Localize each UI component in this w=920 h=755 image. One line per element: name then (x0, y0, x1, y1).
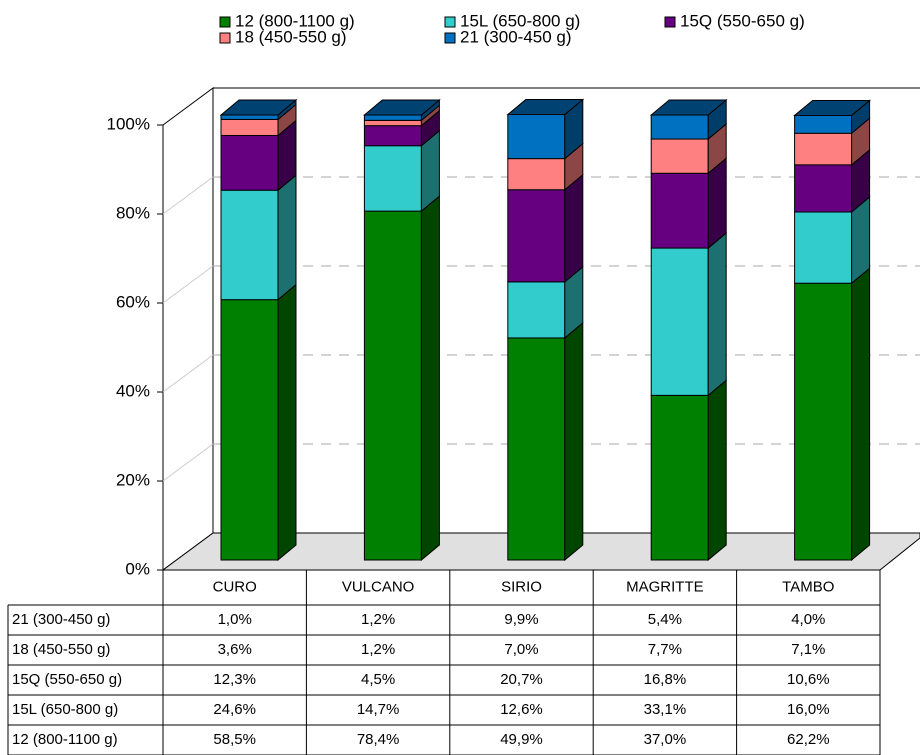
x-tick-label: CURO (213, 578, 257, 595)
legend-label: 15Q (550-650 g) (680, 11, 805, 30)
bar-segment (507, 337, 566, 561)
bar-segment (220, 134, 279, 191)
table-cell: 7,7% (648, 641, 682, 658)
table-cell: 12,6% (500, 701, 543, 718)
bar-segment (507, 189, 566, 283)
bar-side (564, 173, 584, 283)
y-tick-label: 20% (116, 470, 150, 489)
bar-side (707, 157, 727, 250)
table-cell: 58,5% (213, 731, 256, 748)
bar-segment (507, 158, 566, 191)
table-cell: 33,1% (644, 701, 687, 718)
bar-segment (794, 211, 853, 284)
table-cell: 4,0% (791, 611, 825, 628)
table-row-label: 15Q (550-650 g) (12, 671, 122, 688)
legend-swatch (444, 16, 456, 28)
bar-segment (220, 299, 279, 561)
y-tick-label: 80% (116, 203, 150, 222)
table-cell: 3,6% (218, 641, 252, 658)
table-cell: 78,4% (357, 731, 400, 748)
bar-side (564, 321, 584, 562)
table-cell: 9,9% (504, 611, 538, 628)
bar-top (793, 99, 871, 116)
table-cell: 7,0% (504, 641, 538, 658)
bar-segment (220, 189, 279, 301)
legend-swatch (444, 32, 456, 44)
bar-segment (363, 125, 422, 147)
bar-top (649, 99, 728, 116)
side-wall (162, 87, 214, 571)
x-tick-label: MAGRITTE (626, 578, 704, 595)
table-cell: 12,3% (213, 671, 256, 688)
table-cell: 7,1% (791, 641, 825, 658)
table-cell: 4,5% (361, 671, 395, 688)
bar-top (363, 99, 441, 116)
side-grid-line (162, 265, 214, 304)
table-cell: 24,6% (213, 701, 256, 718)
x-tick-label: VULCANO (342, 578, 415, 595)
bar-segment (794, 164, 853, 213)
bar-segment (794, 282, 853, 561)
table-cell: 10,6% (787, 671, 830, 688)
bar-segment (650, 394, 709, 561)
bar-segment (507, 281, 566, 339)
legend-swatch (664, 16, 676, 28)
table-row-label: 15L (650-800 g) (12, 701, 118, 718)
x-tick-label: TAMBO (782, 578, 834, 595)
bar-side (707, 379, 727, 562)
bar-side (420, 195, 440, 562)
legend-label: 15L (650-800 g) (460, 11, 580, 30)
legend-label: 12 (800-1100 g) (235, 11, 355, 30)
bar-side (277, 283, 297, 562)
bar-segment (650, 114, 709, 140)
table-cell: 37,0% (644, 731, 687, 748)
table-cell: 62,2% (787, 731, 830, 748)
legend-label: 21 (300-450 g) (460, 27, 572, 46)
table-cell: 1,0% (218, 611, 252, 628)
table-row-label: 18 (450-550 g) (12, 641, 110, 658)
side-grid-line (162, 176, 214, 215)
y-tick-label: 0% (125, 559, 150, 578)
legend-swatch (219, 16, 231, 28)
table-row-label: 12 (800-1100 g) (12, 731, 118, 748)
legend-swatch (219, 32, 231, 44)
side-grid-line (162, 443, 214, 482)
bar-segment (220, 118, 279, 136)
x-tick-label: SIRIO (501, 578, 542, 595)
bar-segment (220, 114, 279, 120)
table-cell: 14,7% (357, 701, 400, 718)
table-cell: 1,2% (361, 641, 395, 658)
bar-segment (363, 210, 422, 561)
bar-segment (507, 114, 566, 160)
bar-segment (794, 114, 853, 134)
bar-top (506, 99, 585, 116)
table-cell: 1,2% (361, 611, 395, 628)
bar-side (851, 267, 871, 562)
bar-segment (363, 114, 422, 121)
table-cell: 16,0% (787, 701, 830, 718)
bar-segment (650, 247, 709, 396)
bar-segment (650, 172, 709, 249)
y-tick-label: 60% (116, 292, 150, 311)
y-tick-label: 100% (107, 114, 150, 133)
bar-segment (363, 119, 422, 127)
bar-segment (650, 138, 709, 174)
side-grid-line (162, 354, 214, 393)
table-cell: 49,9% (500, 731, 543, 748)
table-row-label: 21 (300-450 g) (12, 611, 110, 628)
bar-segment (794, 132, 853, 166)
bar-top (219, 99, 298, 116)
table-cell: 20,7% (500, 671, 543, 688)
legend-label: 18 (450-550 g) (235, 27, 347, 46)
y-tick-label: 40% (116, 381, 150, 400)
bar-side (707, 231, 727, 397)
table-cell: 5,4% (648, 611, 682, 628)
bar-side (277, 174, 297, 301)
bar-segment (363, 145, 422, 212)
table-cell: 16,8% (644, 671, 687, 688)
